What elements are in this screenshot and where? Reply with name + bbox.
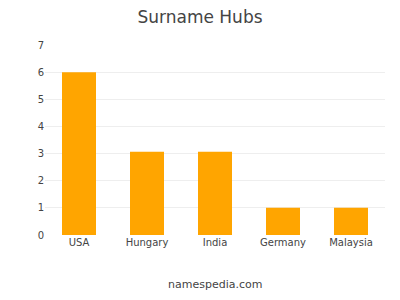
svg-text:Germany: Germany <box>260 237 306 248</box>
svg-text:Surname Hubs: Surname Hubs <box>137 7 262 27</box>
svg-text:0: 0 <box>38 230 44 241</box>
svg-text:Malaysia: Malaysia <box>329 237 373 248</box>
svg-text:5: 5 <box>38 94 44 105</box>
svg-text:3: 3 <box>38 148 44 159</box>
svg-text:USA: USA <box>69 237 90 248</box>
svg-text:4: 4 <box>38 121 44 132</box>
svg-text:namespedia.com: namespedia.com <box>168 278 262 291</box>
svg-text:Hungary: Hungary <box>126 237 169 248</box>
svg-text:6: 6 <box>38 67 44 78</box>
svg-text:1: 1 <box>38 202 44 213</box>
svg-text:2: 2 <box>38 175 44 186</box>
svg-text:7: 7 <box>38 40 44 51</box>
svg-text:India: India <box>203 237 228 248</box>
